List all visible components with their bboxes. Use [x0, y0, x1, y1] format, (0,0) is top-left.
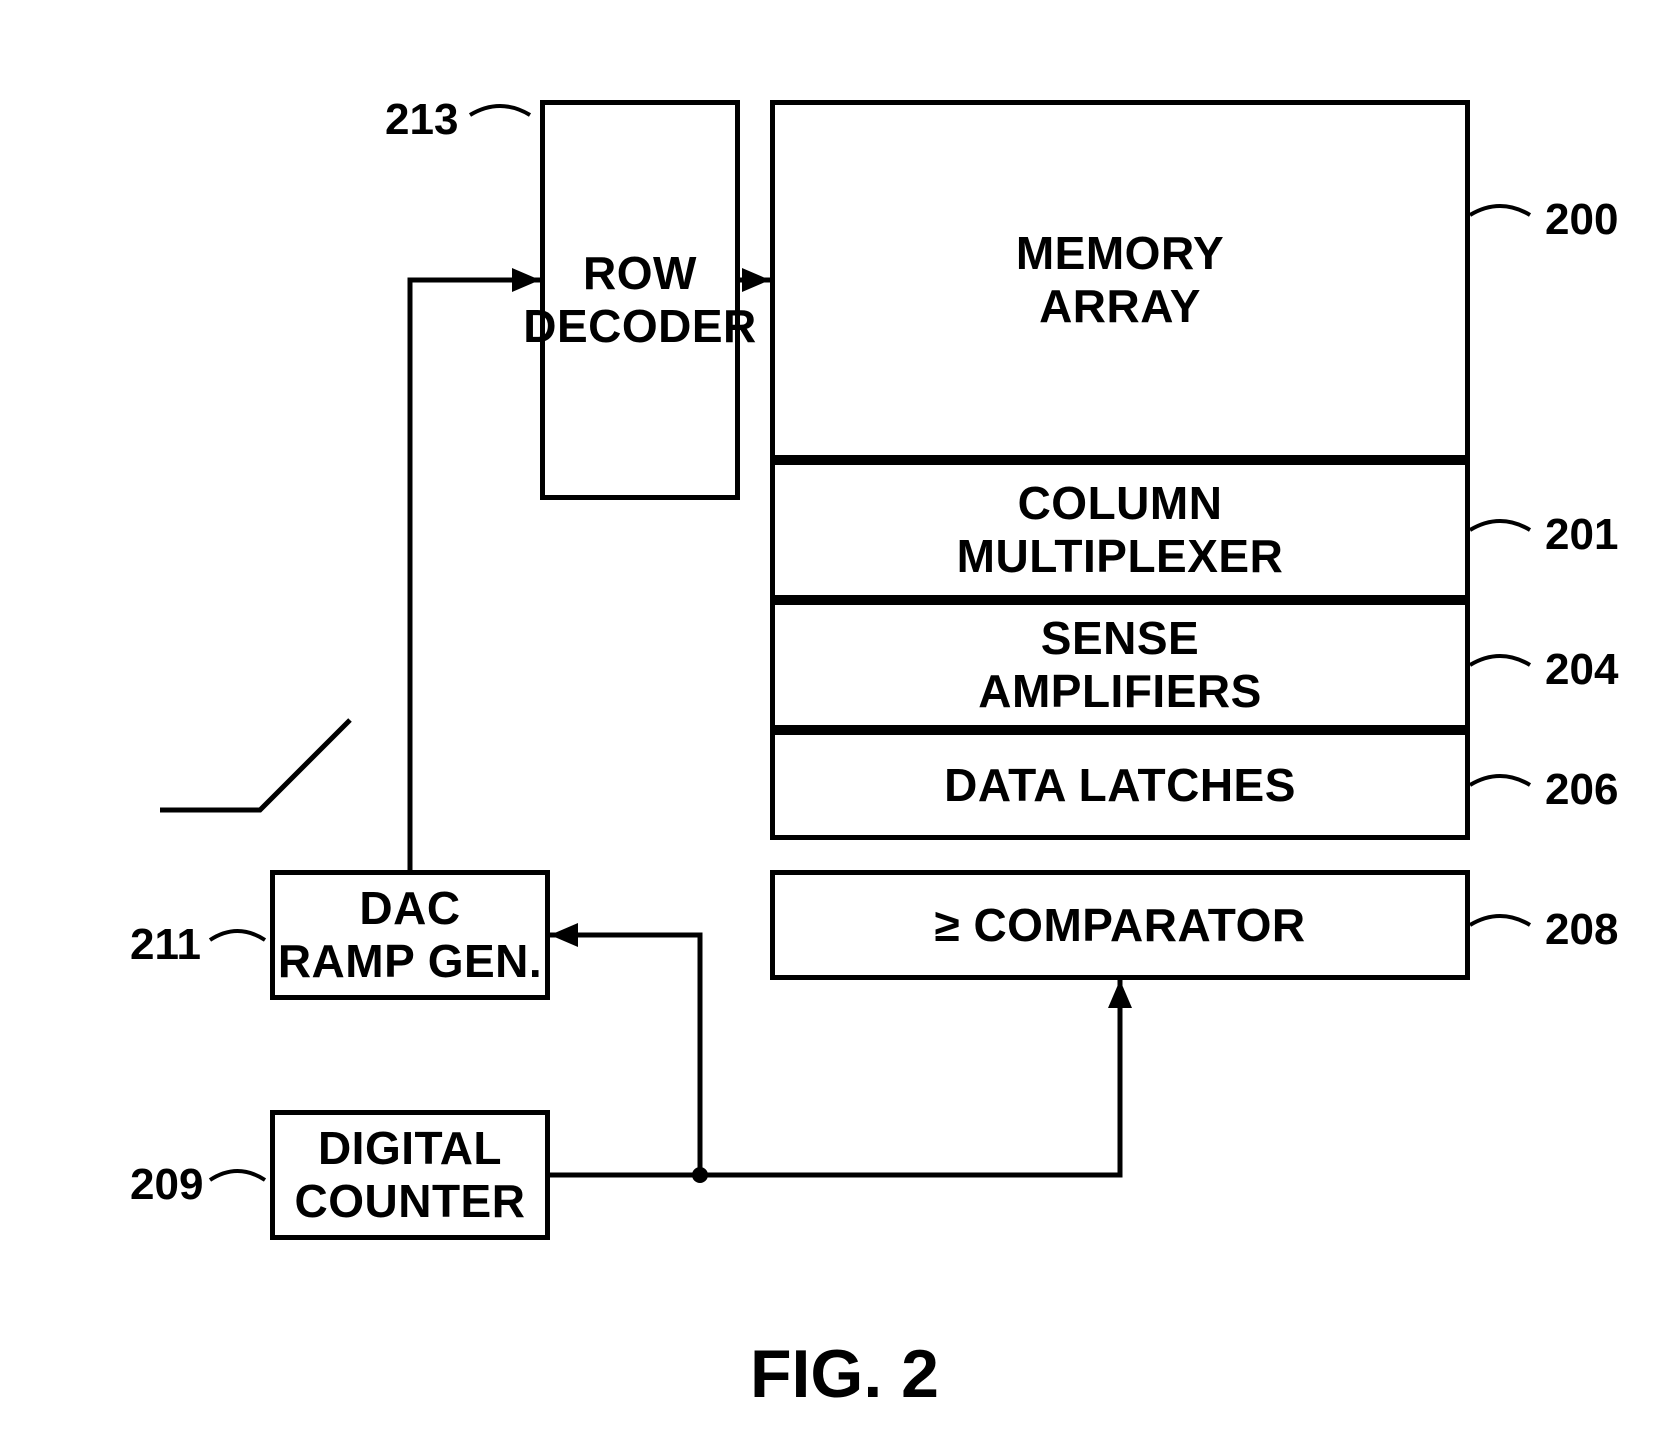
ref-206: 206	[1545, 765, 1618, 815]
block-label-dac_ramp: DAC RAMP GEN.	[278, 882, 542, 988]
block-dac_ramp: DAC RAMP GEN.	[270, 870, 550, 1000]
block-digital_counter: DIGITAL COUNTER	[270, 1110, 550, 1240]
ref-200: 200	[1545, 195, 1618, 245]
ref-201: 201	[1545, 510, 1618, 560]
diagram-canvas: FIG. 2 MEMORY ARRAY 200 COLUMN MULTIPLEXER…	[0, 0, 1662, 1443]
ref-208: 208	[1545, 905, 1618, 955]
figure-label: FIG. 2	[750, 1335, 939, 1413]
block-label-memory_array: MEMORY ARRAY	[1016, 227, 1224, 333]
block-label-digital_counter: DIGITAL COUNTER	[295, 1122, 526, 1228]
ref-211: 211	[130, 920, 201, 970]
block-label-sense_amps: SENSE AMPLIFIERS	[978, 612, 1262, 718]
block-data_latches: DATA LATCHES	[770, 730, 1470, 840]
block-label-row_decoder: ROW DECODER	[523, 247, 757, 353]
ref-204: 204	[1545, 645, 1618, 695]
ref-209: 209	[130, 1160, 203, 1210]
block-sense_amps: SENSE AMPLIFIERS	[770, 600, 1470, 730]
block-label-comparator: ≥ COMPARATOR	[934, 899, 1305, 952]
block-row_decoder: ROW DECODER	[540, 100, 740, 500]
block-label-data_latches: DATA LATCHES	[944, 759, 1296, 812]
block-comparator: ≥ COMPARATOR	[770, 870, 1470, 980]
block-column_mux: COLUMN MULTIPLEXER	[770, 460, 1470, 600]
block-label-column_mux: COLUMN MULTIPLEXER	[957, 477, 1284, 583]
block-memory_array: MEMORY ARRAY	[770, 100, 1470, 460]
ref-213: 213	[385, 95, 458, 145]
